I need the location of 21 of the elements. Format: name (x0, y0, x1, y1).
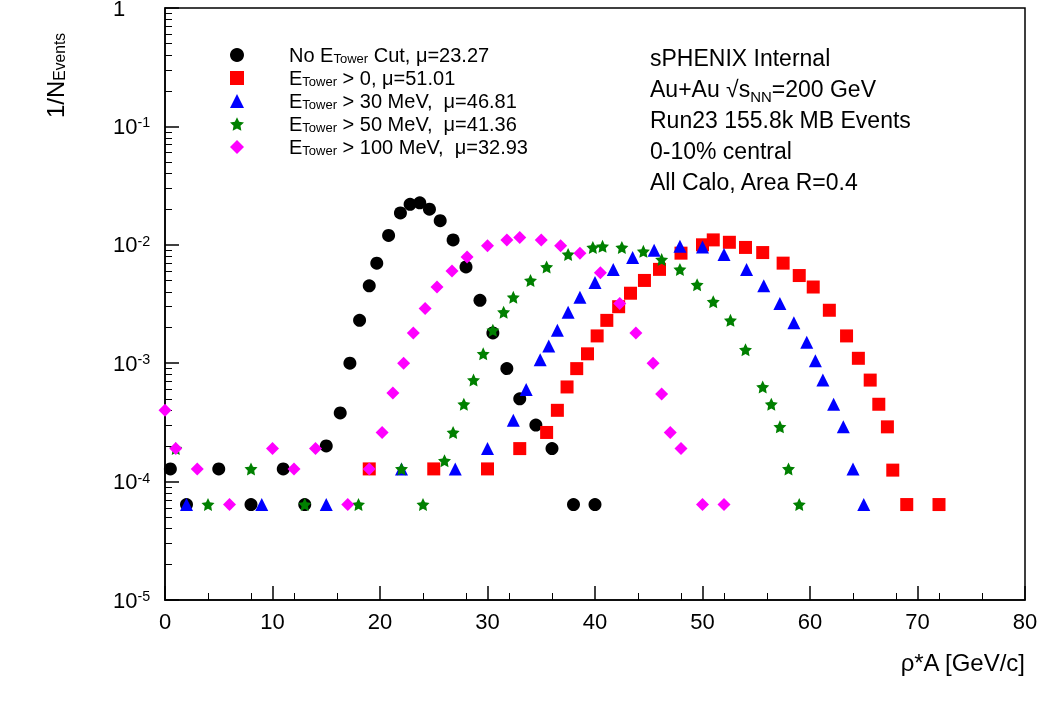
annotation: 0-10% central (650, 137, 792, 164)
annotation: Run23 155.8k MB Events (650, 106, 911, 133)
y-tick-label: 1 (113, 0, 126, 21)
x-tick-label: 0 (158, 608, 172, 634)
x-tick-label: 80 (1012, 608, 1038, 634)
x-tick-label: 20 (367, 608, 393, 634)
x-axis-title: ρ*A [GeV/c] (900, 648, 1025, 676)
x-tick-label: 10 (260, 608, 285, 634)
x-tick-label: 70 (905, 608, 930, 634)
x-tick-label: 30 (475, 608, 500, 634)
annotation: sPHENIX Internal (650, 44, 831, 71)
annotation: All Calo, Area R=0.4 (650, 168, 858, 195)
legend-label: ETower > 0, μ=51.01 (289, 67, 456, 89)
legend-label: ETower > 30 MeV, μ=46.81 (289, 90, 517, 112)
x-tick-label: 60 (797, 608, 823, 634)
y-axis-title: 1/NEvents (41, 32, 69, 118)
x-tick-label: 40 (582, 608, 608, 634)
legend-label: ETower > 50 MeV, μ=41.36 (289, 113, 517, 135)
legend-label: No ETower Cut, μ=23.27 (289, 44, 490, 66)
x-tick-label: 50 (690, 608, 715, 634)
legend-label: ETower > 100 MeV, μ=32.93 (289, 136, 528, 158)
